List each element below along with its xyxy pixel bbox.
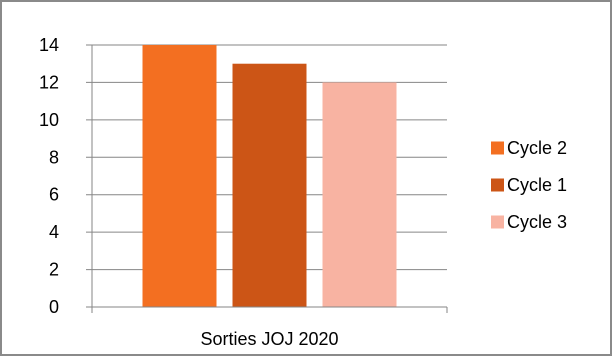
y-tick-label: 8 [49,147,59,167]
x-tick-label: Sorties JOJ 2020 [200,329,338,349]
y-tick-label: 0 [49,297,59,317]
legend-label: Cycle 2 [507,138,567,158]
y-tick-label: 12 [39,72,59,92]
legend: Cycle 2 Cycle 1 Cycle 3 [491,138,567,232]
bar-cycle-1 [232,63,307,307]
axes [86,45,448,313]
x-tick-labels: Sorties JOJ 2020 [200,329,338,349]
y-tick-label: 2 [49,260,59,280]
y-tick-label: 10 [39,110,59,130]
legend-swatch [491,178,504,192]
y-tick-labels: 0 2 4 6 8 10 12 14 [39,35,59,317]
legend-label: Cycle 3 [507,212,567,232]
bar-cycle-2 [142,45,217,307]
bar-cycle-3 [322,82,397,307]
y-tick-label: 6 [49,185,59,205]
y-tick-label: 4 [49,222,59,242]
y-tick-label: 14 [39,35,59,55]
bars [142,45,397,307]
legend-label: Cycle 1 [507,175,567,195]
legend-swatch [491,215,504,229]
legend-swatch [491,141,504,155]
